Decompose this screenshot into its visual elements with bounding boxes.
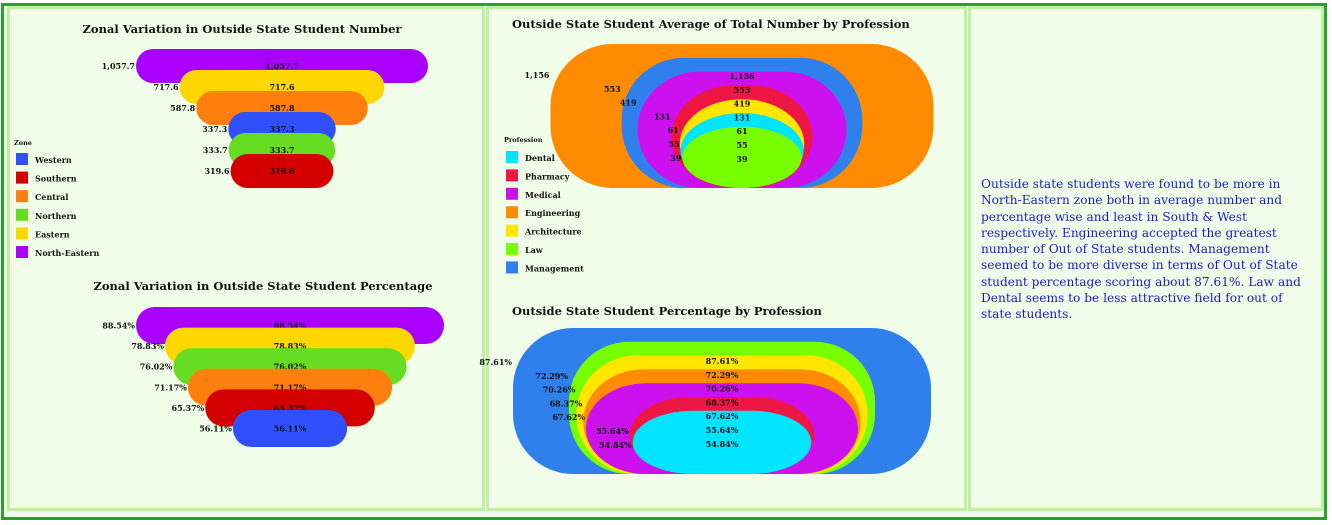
data-label-engineering-center: 1,156 xyxy=(729,71,754,81)
data-label-southern: 319.6 xyxy=(204,166,229,176)
data-label-north-eastern-center: 88.54% xyxy=(274,321,307,331)
data-label-eastern: 78.83% xyxy=(131,341,164,351)
legend-label-management: Management xyxy=(525,263,584,273)
legend-swatch-southern xyxy=(16,171,28,184)
legend-swatch-pharmacy xyxy=(506,169,518,182)
data-label-pharmacy: 131 xyxy=(654,111,671,121)
data-label-management: 553 xyxy=(604,84,621,94)
data-label-southern-center: 319.6 xyxy=(269,166,294,176)
legend-label-eastern: Eastern xyxy=(35,229,70,239)
chart-title: Outside State Student Percentage by Prof… xyxy=(512,304,822,318)
data-label-engineering-center: 68.37% xyxy=(706,397,739,407)
legend-swatch-central xyxy=(16,190,28,203)
data-label-dental-center: 55 xyxy=(736,140,747,150)
legend-label-southern: Southern xyxy=(35,174,77,184)
legend-swatch-northern xyxy=(16,208,28,221)
legend-label-north-eastern: North-Eastern xyxy=(35,248,99,258)
data-label-southern: 65.37% xyxy=(172,403,205,413)
legend-swatch-law xyxy=(506,243,518,255)
data-label-dental: 54.84% xyxy=(599,440,632,450)
data-label-northern-center: 76.02% xyxy=(274,362,307,372)
data-label-central-center: 587.8 xyxy=(269,103,294,113)
profession-number-chart: Outside State Student Average of Total N… xyxy=(504,17,934,274)
data-label-central-center: 71.17% xyxy=(274,382,307,392)
data-label-western: 337.3 xyxy=(202,124,227,134)
data-label-law-center: 39 xyxy=(736,154,748,164)
data-label-eastern: 717.6 xyxy=(154,82,179,92)
data-label-eastern-center: 717.6 xyxy=(269,82,294,92)
legend-label-dental: Dental xyxy=(525,153,555,163)
data-label-engineering: 1,156 xyxy=(524,70,549,80)
data-label-engineering: 68.37% xyxy=(550,398,583,408)
legend-swatch-eastern xyxy=(16,227,28,240)
legend-title: Zone xyxy=(14,139,32,147)
chart-title: Outside State Student Average of Total N… xyxy=(512,17,910,31)
data-label-western: 56.11% xyxy=(199,424,232,434)
data-label-pharmacy-center: 55.64% xyxy=(706,425,739,435)
profession-percentage-chart: Outside State Student Percentage by Prof… xyxy=(479,304,931,474)
legend-swatch-medical xyxy=(506,187,518,200)
legend-label-northern: Northern xyxy=(35,211,77,221)
legend-swatch-architecture xyxy=(506,224,518,237)
data-label-pharmacy: 55.64% xyxy=(596,426,629,436)
legend-label-engineering: Engineering xyxy=(525,208,581,218)
data-label-medical: 67.62% xyxy=(552,412,585,422)
data-label-architecture: 61 xyxy=(668,125,679,135)
data-label-north-eastern-center: 1,057.7 xyxy=(265,61,298,71)
data-label-architecture-center: 70.26% xyxy=(706,384,739,394)
zone-number-chart: Zonal Variation in Outside State Student… xyxy=(14,22,428,258)
data-label-management: 87.61% xyxy=(479,357,512,367)
legend-label-western: Western xyxy=(34,155,72,165)
legend-label-central: Central xyxy=(35,192,68,202)
legend-label-medical: Medical xyxy=(525,190,561,200)
summary-text: Outside state students were found to be … xyxy=(981,177,1301,322)
data-label-pharmacy-center: 131 xyxy=(734,112,751,122)
data-label-central: 71.17% xyxy=(154,382,187,392)
summary-panel xyxy=(968,6,1324,511)
chart-title: Zonal Variation in Outside State Student… xyxy=(83,22,403,36)
data-label-north-eastern: 1,057.7 xyxy=(102,61,135,71)
legend-swatch-dental xyxy=(506,151,518,163)
data-label-central: 587.8 xyxy=(170,103,195,113)
data-label-north-eastern: 88.54% xyxy=(102,321,135,331)
legend-swatch-management xyxy=(506,261,518,274)
data-label-law-center: 72.29% xyxy=(706,370,739,380)
legend-label-law: Law xyxy=(525,245,544,255)
data-label-law: 72.29% xyxy=(535,371,568,381)
legend-swatch-western xyxy=(16,153,28,165)
data-label-medical-center: 67.62% xyxy=(706,411,739,421)
chart-title: Zonal Variation in Outside State Student… xyxy=(93,279,432,293)
zone-percentage-chart: Zonal Variation in Outside State Student… xyxy=(93,279,444,447)
data-label-western-center: 337.3 xyxy=(269,124,294,134)
legend-swatch-engineering xyxy=(506,206,518,219)
arch-dental xyxy=(632,410,812,474)
data-label-southern-center: 65.37% xyxy=(274,403,307,413)
data-label-medical: 419 xyxy=(620,98,637,108)
data-label-management-center: 87.61% xyxy=(706,356,739,366)
legend-swatch-north-eastern xyxy=(16,246,28,258)
bar-southern xyxy=(230,154,334,188)
bar-western xyxy=(232,410,348,447)
data-label-medical-center: 419 xyxy=(734,99,751,109)
data-label-architecture-center: 61 xyxy=(736,126,747,136)
legend-label-architecture: Architecture xyxy=(524,227,582,237)
data-label-dental-center: 54.84% xyxy=(706,439,739,449)
data-label-architecture: 70.26% xyxy=(543,385,576,395)
legend-label-pharmacy: Pharmacy xyxy=(525,171,570,181)
data-label-management-center: 553 xyxy=(734,85,751,95)
arch-law xyxy=(682,126,802,188)
data-label-western-center: 56.11% xyxy=(274,424,307,434)
data-label-northern-center: 333.7 xyxy=(269,145,294,155)
data-label-dental: 55 xyxy=(668,139,679,149)
legend-title: Profession xyxy=(504,136,543,144)
data-label-northern: 76.02% xyxy=(140,362,173,372)
data-label-law: 39 xyxy=(670,153,682,163)
data-label-eastern-center: 78.83% xyxy=(274,341,307,351)
data-label-northern: 333.7 xyxy=(203,145,228,155)
